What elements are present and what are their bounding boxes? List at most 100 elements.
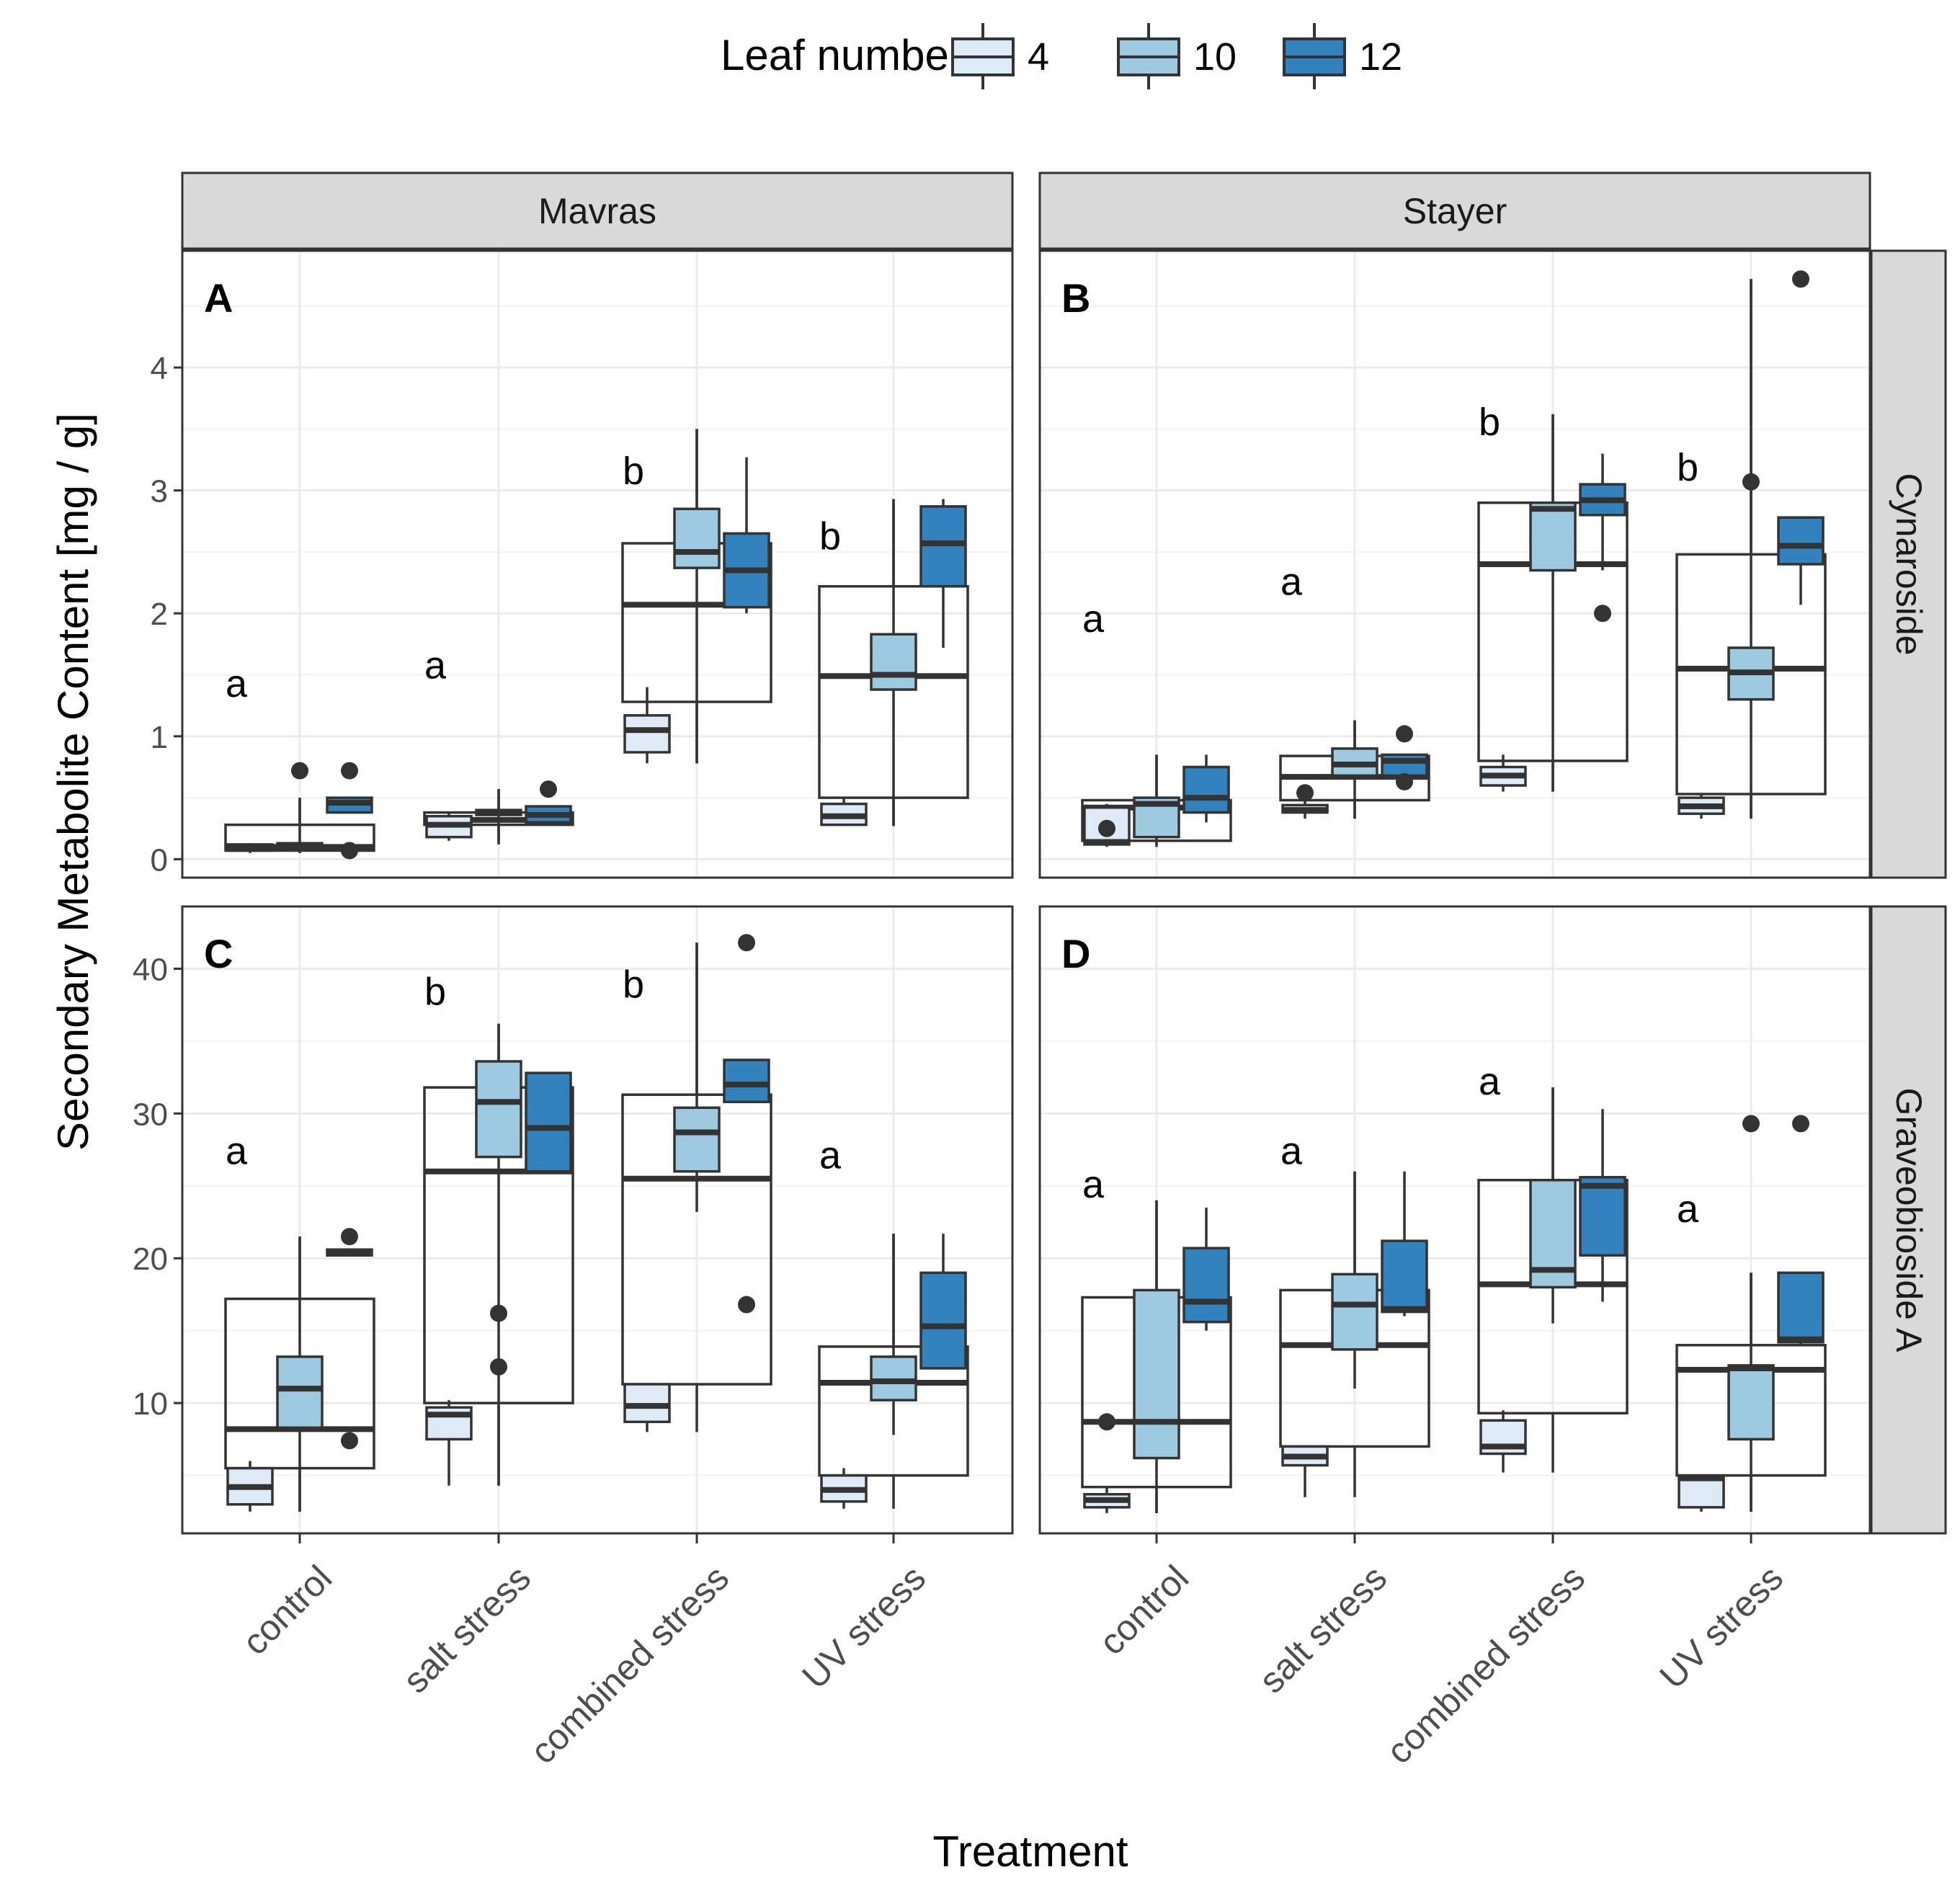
- outlier-point: [738, 934, 755, 952]
- box-leaf-4: [226, 1461, 274, 1512]
- box-leaf-10: [1331, 720, 1378, 819]
- box-leaf-4: [226, 843, 274, 853]
- facet-strip-label: Graveobioside A: [1889, 1088, 1929, 1353]
- group-control: a: [1081, 1163, 1232, 1513]
- group-salt-stress: a: [1279, 561, 1430, 819]
- box-body: [525, 1071, 572, 1173]
- y-axis-title: Secondary Metabolite Content [mg / g]: [49, 413, 97, 1151]
- panel-label: B: [1061, 275, 1090, 321]
- y-tick-label: 3: [151, 474, 168, 509]
- box-body: [1529, 501, 1577, 572]
- box-body: [1777, 516, 1825, 566]
- legend-label: 10: [1193, 35, 1237, 79]
- box-leaf-4: [1281, 784, 1329, 819]
- box-leaf-4: [425, 1400, 473, 1486]
- panel-c: a b b a C: [181, 905, 1014, 1535]
- group-combined-stress: b: [1477, 401, 1629, 792]
- significance-letter: a: [1479, 1060, 1501, 1103]
- group-combined-stress: b: [621, 429, 772, 764]
- box-body: [1381, 753, 1428, 777]
- panel-label: A: [204, 275, 233, 321]
- facet-strip-label: Cynaroside: [1889, 473, 1929, 656]
- significance-letter: b: [1677, 446, 1698, 489]
- box-leaf-12: [1381, 1171, 1428, 1316]
- group-salt-stress: b: [423, 971, 574, 1486]
- box-leaf-12: [1381, 725, 1428, 790]
- facet-strip-background: [1870, 249, 1947, 879]
- box-leaf-10: [1133, 754, 1180, 844]
- outlier-point: [1296, 784, 1314, 802]
- y-tick-label: 40: [133, 952, 168, 987]
- box-leaf-4: [820, 798, 868, 826]
- y-axis-cynaroside: 0 1 2 3 4: [151, 351, 182, 878]
- box-leaf-12: [1182, 754, 1230, 823]
- group-UV-stress: a: [818, 1134, 969, 1509]
- box-body: [723, 1059, 770, 1103]
- y-tick-label: 20: [133, 1242, 168, 1277]
- box-leaf-10: [673, 942, 721, 1212]
- box-leaf-4: [1083, 1413, 1131, 1513]
- outlier-point: [341, 1228, 358, 1246]
- box-body: [919, 1271, 967, 1370]
- box-body: [919, 505, 967, 588]
- outlier-point: [291, 762, 308, 780]
- significance-letter: a: [424, 644, 447, 687]
- y-axes: 0 1 2 3 4 10 20 30 40: [133, 351, 182, 1422]
- box-body: [623, 714, 671, 754]
- group-UV-stress: b: [818, 499, 969, 826]
- significance-letter: b: [1479, 401, 1500, 444]
- facet-strip-graveobioside-a: Graveobioside A: [1870, 905, 1947, 1535]
- group-UV-stress: b: [1675, 270, 1827, 819]
- facet-strip-background: [1870, 905, 1947, 1535]
- outlier-point: [341, 762, 358, 780]
- outlier-point: [341, 1432, 358, 1450]
- box-leaf-10: [276, 1236, 324, 1512]
- y-tick-label: 30: [133, 1097, 168, 1132]
- box-leaf-12: [525, 780, 572, 825]
- outlier-point: [1792, 1115, 1809, 1133]
- group-control: a: [224, 662, 375, 860]
- significance-letter: b: [623, 963, 644, 1007]
- y-axis-graveobioside-a: 10 20 30 40: [133, 952, 182, 1422]
- box-leaf-12: [919, 1234, 967, 1370]
- panel-b: a a b b B: [1038, 249, 1871, 879]
- outlier-point: [1098, 819, 1115, 837]
- box-leaf-10: [1133, 1200, 1180, 1513]
- significance-letter: b: [819, 515, 841, 558]
- outlier-point: [1742, 1115, 1760, 1133]
- box-leaf-4: [1479, 1410, 1527, 1473]
- box-leaf-12: [1777, 270, 1825, 605]
- box-body: [1182, 1247, 1230, 1324]
- box-leaf-10: [1529, 414, 1577, 792]
- box-leaf-12: [1579, 453, 1626, 623]
- panel-background: [182, 906, 1012, 1533]
- facet-strip-background: [181, 171, 1014, 250]
- box-body: [1182, 765, 1230, 814]
- significance-letter: a: [1082, 1163, 1105, 1206]
- significance-letter: a: [226, 1130, 248, 1173]
- significance-letter: a: [1677, 1187, 1699, 1231]
- legend: Leaf number 4 10 12: [721, 23, 1402, 89]
- box-leaf-10: [1331, 1171, 1378, 1389]
- panel-background: [182, 251, 1012, 878]
- y-tick-label: 2: [151, 597, 168, 632]
- group-combined-stress: b: [621, 934, 772, 1432]
- legend-item-10: 10: [1117, 23, 1237, 89]
- group-control: a: [1081, 597, 1232, 847]
- group-salt-stress: a: [423, 644, 574, 844]
- box-body: [673, 507, 721, 569]
- box-body: [1579, 1175, 1626, 1257]
- facet-panels: a a b b Aa a b b Ba b b a Ca a a a D: [181, 249, 1871, 1535]
- facet-strip-label: Stayer: [1403, 191, 1507, 231]
- panel-border: [1038, 249, 1871, 879]
- box-body: [1727, 1364, 1775, 1441]
- legend-item-4: 4: [951, 23, 1049, 89]
- facet-strip-mavras: Mavras: [181, 171, 1014, 250]
- box-body: [870, 1355, 917, 1401]
- box-leaf-12: [723, 457, 770, 614]
- legend-label: 12: [1359, 35, 1402, 79]
- outlier-point: [540, 780, 557, 798]
- box-leaf-10: [475, 1023, 522, 1486]
- facet-strip-label: Mavras: [538, 191, 656, 231]
